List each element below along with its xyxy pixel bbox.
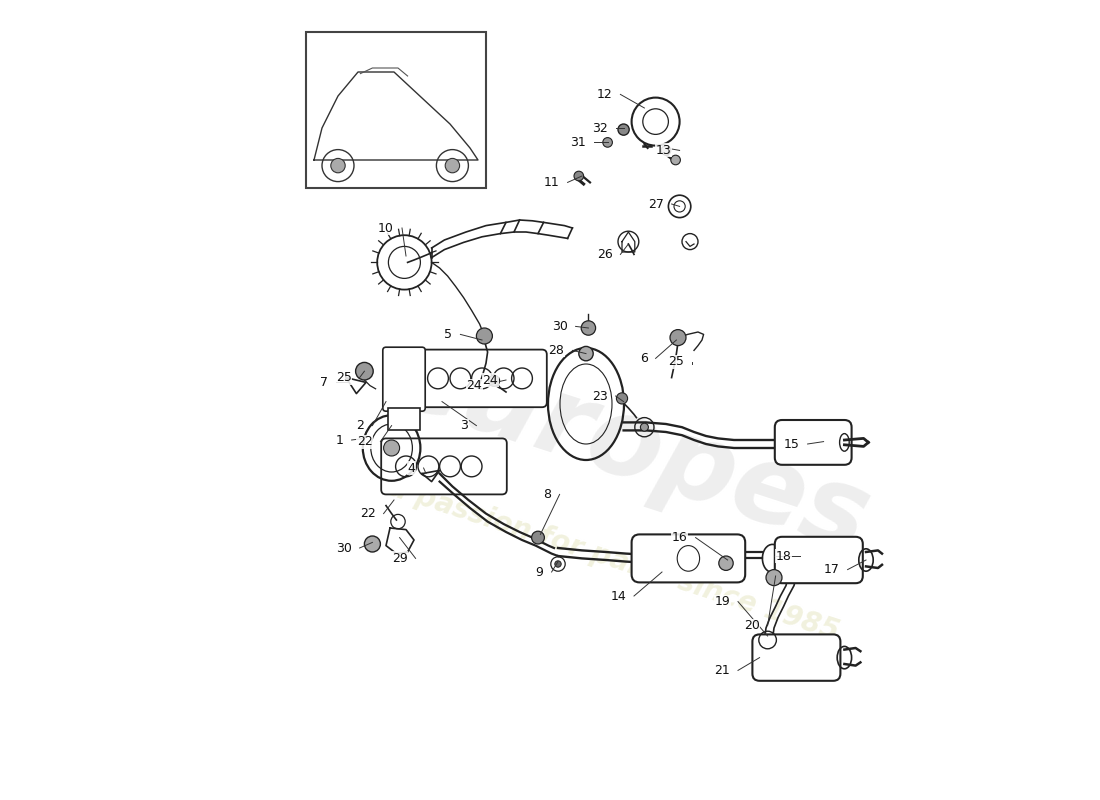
Text: 20: 20 — [744, 619, 760, 632]
Text: 16: 16 — [672, 531, 688, 544]
Circle shape — [671, 155, 681, 165]
Circle shape — [661, 146, 671, 155]
Circle shape — [616, 393, 628, 404]
Text: 7: 7 — [320, 376, 328, 389]
Circle shape — [670, 330, 686, 346]
FancyBboxPatch shape — [631, 534, 745, 582]
FancyBboxPatch shape — [774, 537, 862, 583]
Text: 25: 25 — [669, 355, 684, 368]
Text: 32: 32 — [592, 122, 607, 134]
Text: 21: 21 — [714, 664, 730, 677]
Circle shape — [618, 124, 629, 135]
Text: 1: 1 — [336, 434, 343, 446]
Text: 23: 23 — [592, 390, 607, 402]
Circle shape — [766, 570, 782, 586]
Circle shape — [384, 440, 399, 456]
Circle shape — [640, 423, 648, 431]
Circle shape — [579, 346, 593, 361]
FancyBboxPatch shape — [383, 347, 426, 411]
Text: 17: 17 — [824, 563, 839, 576]
Text: 22: 22 — [356, 435, 373, 448]
Circle shape — [355, 362, 373, 380]
Text: 29: 29 — [392, 552, 408, 565]
FancyBboxPatch shape — [414, 350, 547, 407]
Circle shape — [574, 171, 584, 181]
FancyBboxPatch shape — [774, 420, 851, 465]
Text: 24: 24 — [466, 379, 482, 392]
Circle shape — [531, 531, 544, 544]
Text: 31: 31 — [570, 136, 586, 149]
Text: 15: 15 — [783, 438, 800, 450]
Circle shape — [488, 375, 499, 386]
Text: 18: 18 — [776, 550, 792, 562]
Text: 14: 14 — [610, 590, 626, 602]
Text: 8: 8 — [543, 488, 551, 501]
FancyBboxPatch shape — [752, 634, 840, 681]
Text: 2: 2 — [356, 419, 364, 432]
Text: 19: 19 — [714, 595, 730, 608]
Circle shape — [581, 321, 595, 335]
Circle shape — [446, 158, 460, 173]
Text: 30: 30 — [336, 542, 352, 554]
Text: 26: 26 — [596, 248, 613, 261]
Text: 25: 25 — [336, 371, 352, 384]
Circle shape — [603, 138, 613, 147]
Text: europes: europes — [378, 322, 881, 574]
Text: 22: 22 — [360, 507, 375, 520]
Text: 4: 4 — [408, 462, 416, 474]
FancyBboxPatch shape — [382, 438, 507, 494]
Circle shape — [554, 561, 561, 567]
Text: 11: 11 — [543, 176, 560, 189]
Text: 30: 30 — [552, 320, 568, 333]
Text: a passion for parts since 1985: a passion for parts since 1985 — [385, 474, 843, 646]
Text: 5: 5 — [444, 328, 452, 341]
Text: 28: 28 — [549, 344, 564, 357]
Bar — [388, 408, 420, 430]
Text: 9: 9 — [536, 566, 543, 578]
Text: 10: 10 — [378, 222, 394, 234]
Text: 3: 3 — [461, 419, 469, 432]
Text: 27: 27 — [648, 198, 663, 210]
Circle shape — [718, 556, 734, 570]
Circle shape — [476, 328, 493, 344]
Text: 13: 13 — [656, 144, 672, 157]
Circle shape — [364, 536, 381, 552]
Text: 24: 24 — [482, 374, 498, 386]
Text: 12: 12 — [596, 88, 613, 101]
Bar — [306, 32, 486, 188]
Text: 6: 6 — [640, 352, 648, 365]
Circle shape — [331, 158, 345, 173]
